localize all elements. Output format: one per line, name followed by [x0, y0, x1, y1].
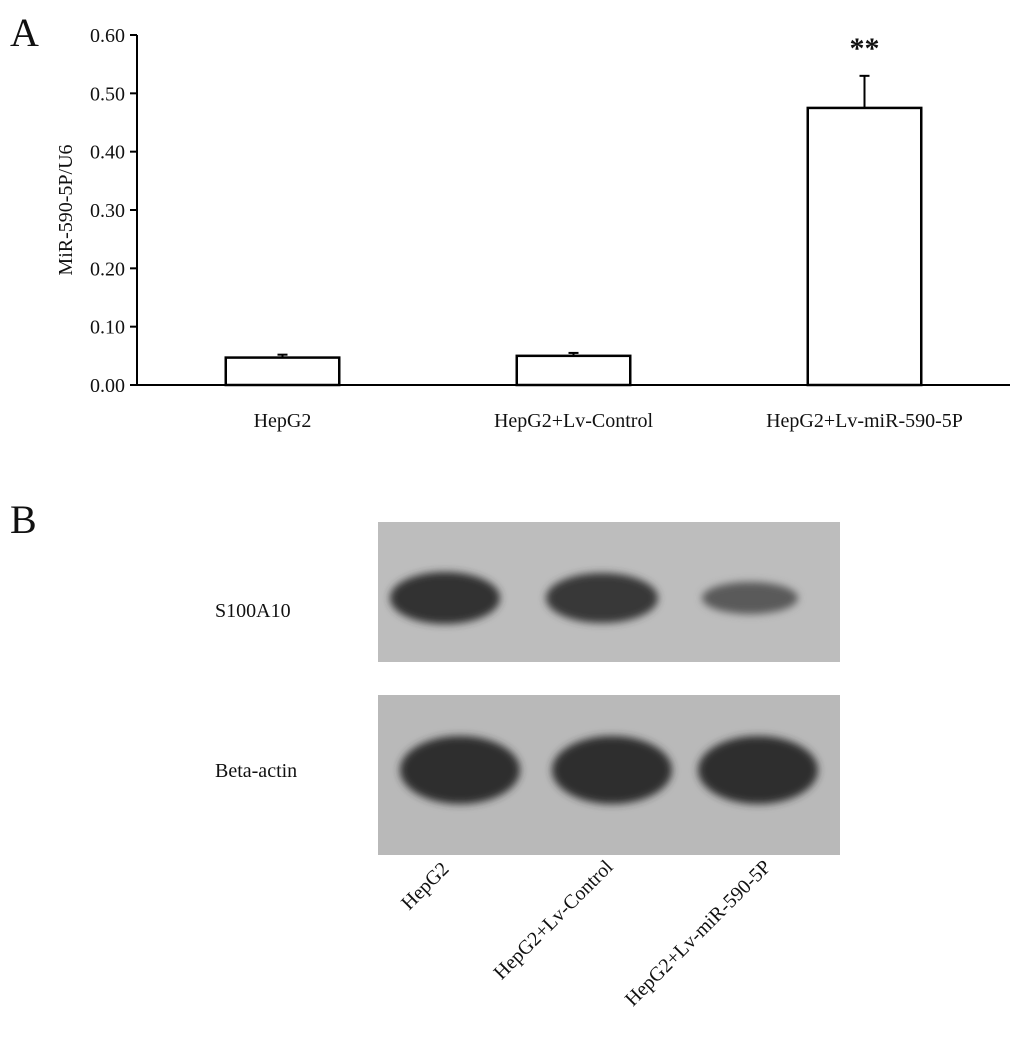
y-tick-label: 0.10	[90, 317, 125, 339]
band	[552, 736, 672, 804]
x-tick-label: HepG2+Lv-miR-590-5P	[766, 410, 963, 432]
lane-label: HepG2	[397, 858, 453, 914]
y-tick-label: 0.40	[90, 142, 125, 164]
western-blot: S100A10 Beta-actin HepG2 HepG2+Lv-Contro…	[215, 522, 840, 1011]
bar	[224, 356, 341, 387]
band	[702, 582, 798, 614]
y-tick-label: 0.20	[90, 258, 125, 280]
row-label: Beta-actin	[215, 760, 297, 782]
y-tick-label: 0.30	[90, 200, 125, 222]
panel-label: A	[10, 10, 39, 55]
y-axis-label: MiR-590-5P/U6	[55, 144, 77, 275]
y-tick-label: 0.60	[90, 25, 125, 47]
band	[390, 572, 500, 624]
lane-label: HepG2+Lv-miR-590-5P	[621, 856, 776, 1011]
x-tick-label: HepG2+Lv-Control	[494, 410, 653, 432]
lane-label: HepG2+Lv-Control	[490, 856, 618, 984]
row-label: S100A10	[215, 600, 291, 622]
bar	[515, 354, 632, 387]
band	[546, 573, 658, 623]
bar-chart: 0.00 0.10 0.20 0.30 0.40 0.50 0.60 HepG2 HepG2+L…	[90, 25, 1010, 432]
bands	[390, 572, 818, 804]
bar	[806, 106, 923, 387]
y-tick-label: 0.50	[90, 83, 125, 105]
band	[698, 736, 818, 804]
band	[400, 736, 520, 804]
significance-label: **	[850, 32, 880, 65]
panel-label: B	[10, 497, 37, 542]
y-tick-label: 0.00	[90, 375, 125, 397]
x-tick-label: HepG2	[254, 410, 312, 432]
